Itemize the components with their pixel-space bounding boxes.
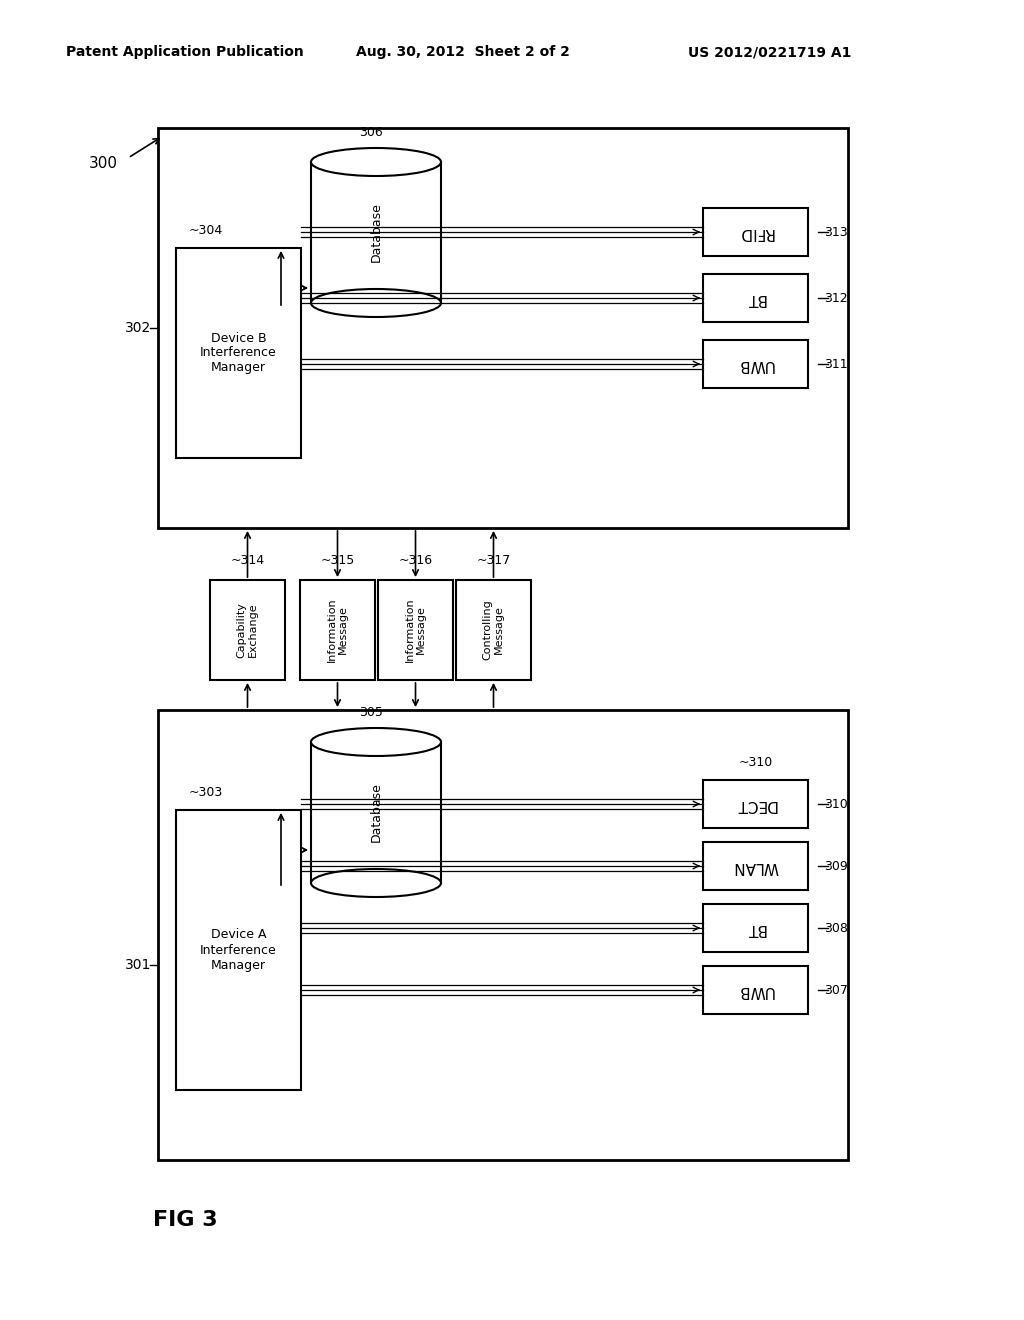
Text: 313: 313 <box>824 226 848 239</box>
Text: 311: 311 <box>824 358 848 371</box>
Text: ~303: ~303 <box>188 785 223 799</box>
Bar <box>456 579 531 680</box>
Text: 312: 312 <box>824 292 848 305</box>
Text: US 2012/0221719 A1: US 2012/0221719 A1 <box>688 45 852 59</box>
Text: 305: 305 <box>359 706 383 719</box>
Bar <box>311 742 441 883</box>
Bar <box>703 904 808 952</box>
Text: 307: 307 <box>824 983 848 997</box>
Text: Aug. 30, 2012  Sheet 2 of 2: Aug. 30, 2012 Sheet 2 of 2 <box>356 45 570 59</box>
Ellipse shape <box>311 148 441 176</box>
Bar <box>703 275 808 322</box>
Bar <box>703 209 808 256</box>
Ellipse shape <box>311 729 441 756</box>
Bar <box>300 579 375 680</box>
Ellipse shape <box>311 289 441 317</box>
Text: ~317: ~317 <box>476 553 511 566</box>
Text: DECT: DECT <box>735 796 776 812</box>
Text: WLAN: WLAN <box>732 858 778 874</box>
Text: Device A
Interference
Manager: Device A Interference Manager <box>200 928 276 972</box>
Text: BT: BT <box>745 920 765 936</box>
Bar <box>210 579 285 680</box>
Text: RFID: RFID <box>737 224 773 239</box>
Bar <box>158 128 848 528</box>
Text: ~314: ~314 <box>230 553 264 566</box>
Bar <box>176 248 301 458</box>
Text: 302: 302 <box>125 321 152 335</box>
Bar <box>311 147 441 162</box>
Text: UWB: UWB <box>737 356 774 371</box>
Bar <box>703 966 808 1014</box>
Text: ~304: ~304 <box>188 223 223 236</box>
Text: Device B
Interference
Manager: Device B Interference Manager <box>200 331 276 375</box>
Bar <box>311 727 441 742</box>
Text: Database: Database <box>370 783 383 842</box>
Text: BT: BT <box>745 290 765 305</box>
Text: ~310: ~310 <box>738 755 773 768</box>
Text: Information
Message: Information Message <box>404 598 426 663</box>
Bar <box>703 780 808 828</box>
Ellipse shape <box>311 869 441 898</box>
Bar <box>378 579 453 680</box>
Text: Capability
Exchange: Capability Exchange <box>237 602 258 657</box>
Text: UWB: UWB <box>737 982 774 998</box>
Text: Patent Application Publication: Patent Application Publication <box>67 45 304 59</box>
Text: Information
Message: Information Message <box>327 598 348 663</box>
Text: 306: 306 <box>359 127 383 140</box>
Bar <box>158 710 848 1160</box>
Text: Controlling
Message: Controlling Message <box>482 599 504 660</box>
Text: FIG 3: FIG 3 <box>153 1210 217 1230</box>
Text: 309: 309 <box>824 859 848 873</box>
Bar <box>703 341 808 388</box>
Bar <box>311 162 441 304</box>
Text: Database: Database <box>370 202 383 263</box>
Text: 308: 308 <box>824 921 848 935</box>
Text: ~315: ~315 <box>321 553 354 566</box>
Bar <box>176 810 301 1090</box>
Text: 310: 310 <box>824 797 848 810</box>
Text: ~316: ~316 <box>398 553 432 566</box>
Bar <box>703 842 808 890</box>
Text: 301: 301 <box>125 958 152 972</box>
Text: 300: 300 <box>88 156 118 170</box>
